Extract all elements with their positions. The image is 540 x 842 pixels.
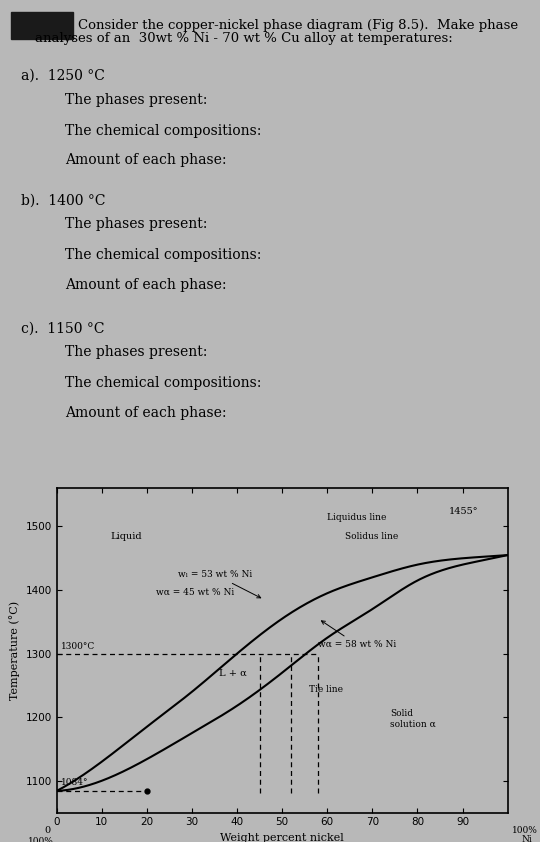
Text: The phases present:: The phases present: [65, 93, 207, 107]
Text: b).  1400 °C: b). 1400 °C [21, 194, 105, 208]
Text: Amount of each phase:: Amount of each phase: [65, 153, 226, 168]
Text: a).  1250 °C: a). 1250 °C [21, 69, 104, 83]
Text: Ni: Ni [521, 834, 532, 842]
Text: The chemical compositions:: The chemical compositions: [65, 124, 261, 138]
Text: Solidus line: Solidus line [345, 532, 399, 541]
Text: wₗ = 53 wt % Ni: wₗ = 53 wt % Ni [178, 570, 261, 598]
Text: 1300°C: 1300°C [61, 642, 96, 651]
Text: Liquid: Liquid [111, 532, 143, 541]
Text: 1455°: 1455° [449, 507, 478, 516]
FancyBboxPatch shape [11, 12, 73, 39]
Text: wα = 58 wt % Ni: wα = 58 wt % Ni [318, 621, 396, 649]
Text: The phases present:: The phases present: [65, 345, 207, 360]
Text: Solid
solution α: Solid solution α [390, 709, 436, 728]
Text: The chemical compositions:: The chemical compositions: [65, 376, 261, 391]
Text: Consider the copper-nickel phase diagram (Fig 8.5).  Make phase: Consider the copper-nickel phase diagram… [78, 19, 518, 31]
Text: wα = 45 wt % Ni: wα = 45 wt % Ni [156, 588, 234, 596]
Text: L + α: L + α [219, 669, 247, 678]
X-axis label: Weight percent nickel: Weight percent nickel [220, 833, 344, 842]
Y-axis label: Temperature (°C): Temperature (°C) [9, 601, 20, 700]
Text: 1084°: 1084° [61, 778, 89, 787]
Text: c).  1150 °C: c). 1150 °C [21, 322, 104, 336]
Text: Amount of each phase:: Amount of each phase: [65, 406, 226, 420]
Text: 100%: 100% [512, 826, 538, 835]
Text: Liquidus line: Liquidus line [327, 513, 387, 522]
Text: The phases present:: The phases present: [65, 217, 207, 232]
Text: Amount of each phase:: Amount of each phase: [65, 278, 226, 292]
Text: The chemical compositions:: The chemical compositions: [65, 248, 261, 263]
Text: 100%: 100% [28, 837, 54, 842]
Text: analyses of an  30wt % Ni - 70 wt % Cu alloy at temperatures:: analyses of an 30wt % Ni - 70 wt % Cu al… [35, 32, 453, 45]
Text: Tie line: Tie line [309, 685, 343, 694]
Text: 0: 0 [45, 826, 51, 835]
